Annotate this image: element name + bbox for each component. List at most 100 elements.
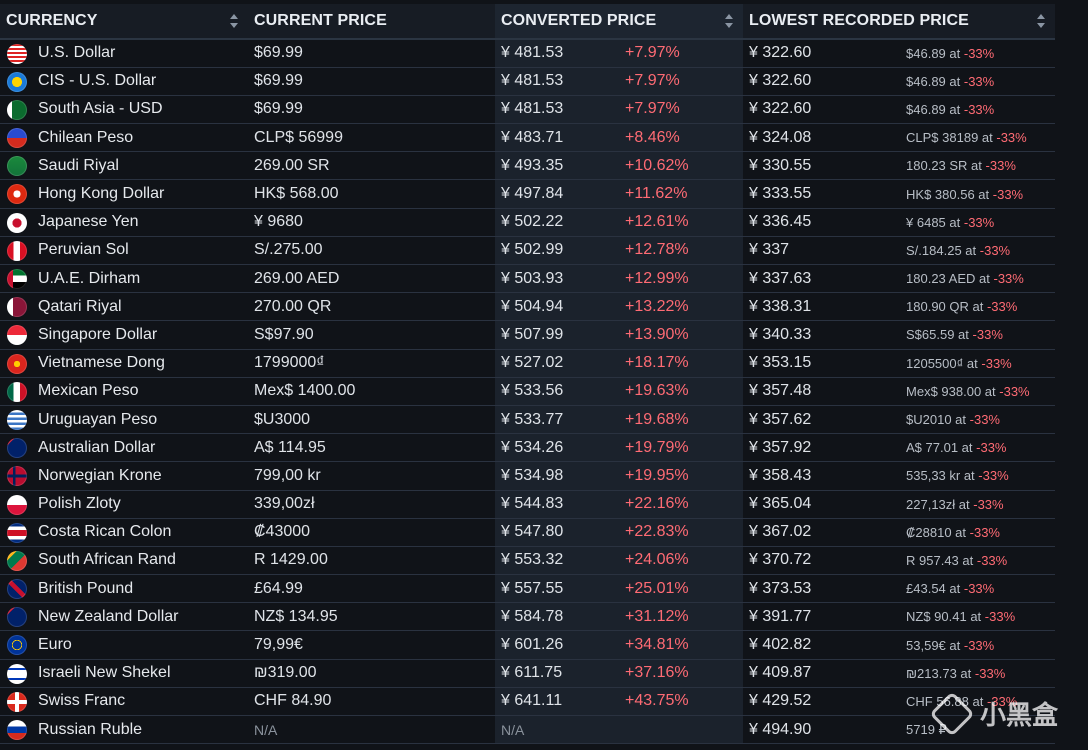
current-price-column-label: CURRENT PRICE	[254, 12, 387, 29]
lowest-detail-cell: S$65.59 at -33%	[900, 320, 1056, 350]
table-row[interactable]: Israeli New Shekel ₪319.00 ¥ 611.75 +37.…	[0, 659, 1056, 688]
current-price-cell: £64.99	[248, 574, 495, 604]
lowest-detail-text: ₪213.73 at	[906, 665, 972, 681]
lowest-discount-text: -33%	[976, 440, 1007, 456]
current-price-cell: 269.00 SR	[248, 151, 495, 181]
current-price-column-header[interactable]: CURRENT PRICE	[248, 4, 495, 40]
table-row[interactable]: Qatari Riyal 270.00 QR ¥ 504.94 +13.22% …	[0, 292, 1056, 322]
currency-cell: New Zealand Dollar	[0, 602, 248, 632]
lowest-detail-text: S$65.59 at	[906, 327, 969, 343]
lowest-discount-text: -33%	[969, 412, 1000, 428]
table-row[interactable]: Russian Ruble N/A N/A ¥ 494.90 5719 ₽	[0, 715, 1056, 745]
lowest-detail-text: R 957.43 at	[906, 552, 974, 568]
flag-sg-icon	[7, 325, 27, 346]
price-diff-cell: +12.99%	[619, 264, 744, 294]
currency-cell: Chilean Peso	[0, 123, 248, 153]
current-price-cell: $69.99	[248, 95, 495, 125]
table-row[interactable]: New Zealand Dollar NZ$ 134.95 ¥ 584.78 +…	[0, 602, 1056, 632]
price-diff-cell: +19.79%	[619, 433, 744, 463]
lowest-detail-text: 535,33 kr at	[906, 468, 975, 484]
table-row[interactable]: CIS - U.S. Dollar $69.99 ¥ 481.53 +7.97%…	[0, 67, 1056, 96]
lowest-discount-text: -33%	[996, 130, 1027, 146]
price-diff-cell: +24.06%	[619, 546, 744, 576]
currency-name: CIS - U.S. Dollar	[38, 72, 157, 90]
price-diff-cell: +34.81%	[619, 630, 744, 660]
lowest-price-cell: ¥ 337	[743, 236, 901, 266]
currency-column-header[interactable]: CURRENCY	[0, 4, 248, 40]
table-row[interactable]: Swiss Franc CHF 84.90 ¥ 641.11 +43.75% ¥…	[0, 687, 1056, 717]
price-diff-cell: +22.83%	[619, 518, 744, 547]
price-diff-cell: +13.22%	[619, 292, 744, 322]
currency-name: Australian Dollar	[38, 438, 156, 456]
currency-cell: Vietnamese Dong	[0, 349, 248, 378]
table-row[interactable]: Euro 79,99€ ¥ 601.26 +34.81% ¥ 402.82 53…	[0, 630, 1056, 660]
current-price-cell: $69.99	[248, 39, 495, 68]
current-price-cell: Mex$ 1400.00	[248, 377, 495, 406]
currency-cell: South Asia - USD	[0, 95, 248, 125]
converted-price-column-header[interactable]: CONVERTED PRICE	[495, 4, 744, 40]
converted-price-cell: ¥ 504.94	[495, 292, 619, 322]
table-header-row: CURRENCY CURRENT PRICE CONVERTED PRICE L…	[0, 4, 1056, 40]
price-diff-cell: +7.97%	[619, 67, 744, 96]
converted-price-cell: ¥ 584.78	[495, 602, 619, 632]
flag-sa-icon	[7, 156, 27, 177]
table-row[interactable]: British Pound £64.99 ¥ 557.55 +25.01% ¥ …	[0, 574, 1056, 604]
sort-icon[interactable]	[1037, 14, 1046, 28]
current-price-cell: 1799000₫	[248, 349, 495, 378]
lowest-detail-cell: £43.54 at -33%	[900, 574, 1056, 604]
current-price-cell: R 1429.00	[248, 546, 495, 576]
currency-cell: Saudi Riyal	[0, 151, 248, 181]
lowest-price-cell: ¥ 322.60	[743, 95, 901, 125]
currency-cell: Japanese Yen	[0, 208, 248, 237]
table-row[interactable]: Japanese Yen ¥ 9680 ¥ 502.22 +12.61% ¥ 3…	[0, 208, 1056, 237]
table-row[interactable]: Mexican Peso Mex$ 1400.00 ¥ 533.56 +19.6…	[0, 377, 1056, 406]
table-row[interactable]: Uruguayan Peso $U3000 ¥ 533.77 +19.68% ¥…	[0, 405, 1056, 435]
table-row[interactable]: South African Rand R 1429.00 ¥ 553.32 +2…	[0, 546, 1056, 576]
sort-icon[interactable]	[230, 14, 238, 28]
table-row[interactable]: Hong Kong Dollar HK$ 568.00 ¥ 497.84 +11…	[0, 179, 1056, 209]
lowest-detail-cell: $46.89 at -33%	[900, 67, 1056, 96]
currency-name: Hong Kong Dollar	[38, 185, 165, 203]
lowest-discount-text: -33%	[972, 327, 1003, 343]
currency-cell: Hong Kong Dollar	[0, 179, 248, 209]
price-diff-cell: +7.97%	[619, 95, 744, 125]
table-row[interactable]: Vietnamese Dong 1799000₫ ¥ 527.02 +18.17…	[0, 349, 1056, 378]
flag-cl-icon	[7, 128, 27, 149]
lowest-recorded-column-header[interactable]: LOWEST RECORDED PRICE	[743, 4, 1056, 40]
table-row[interactable]: South Asia - USD $69.99 ¥ 481.53 +7.97% …	[0, 95, 1056, 125]
converted-price-cell: ¥ 527.02	[495, 349, 619, 378]
flag-ae-icon	[7, 269, 27, 289]
lowest-detail-text: 5719 ₽	[906, 721, 947, 737]
price-diff-cell: +25.01%	[619, 574, 744, 604]
lowest-price-cell: ¥ 367.02	[743, 518, 901, 547]
table-row[interactable]: Singapore Dollar S$97.90 ¥ 507.99 +13.90…	[0, 320, 1056, 350]
lowest-price-cell: ¥ 336.45	[743, 208, 901, 237]
current-price-cell: $69.99	[248, 67, 495, 96]
lowest-detail-text: 53,59€ at	[906, 637, 961, 653]
watermark-text: 小黑盒	[979, 700, 1058, 730]
sort-icon[interactable]	[725, 14, 734, 28]
price-diff-cell: +19.95%	[619, 461, 744, 491]
currency-name: New Zealand Dollar	[38, 607, 179, 625]
lowest-detail-text: 1205500₫ at	[906, 355, 978, 371]
table-row[interactable]: U.S. Dollar $69.99 ¥ 481.53 +7.97% ¥ 322…	[0, 39, 1056, 68]
converted-price-cell: ¥ 503.93	[495, 264, 619, 294]
table-row[interactable]: Chilean Peso CLP$ 56999 ¥ 483.71 +8.46% …	[0, 123, 1056, 153]
table-row[interactable]: Polish Zloty 339,00zł ¥ 544.83 +22.16% ¥…	[0, 490, 1056, 519]
price-diff-cell: +12.78%	[619, 236, 744, 266]
table-row[interactable]: Australian Dollar A$ 114.95 ¥ 534.26 +19…	[0, 433, 1056, 463]
converted-price-cell: ¥ 601.26	[495, 630, 619, 660]
table-row[interactable]: Peruvian Sol S/.275.00 ¥ 502.99 +12.78% …	[0, 236, 1056, 266]
current-price-cell: N/A	[248, 715, 495, 745]
table-row[interactable]: Saudi Riyal 269.00 SR ¥ 493.35 +10.62% ¥…	[0, 151, 1056, 181]
table-row[interactable]: Costa Rican Colon ₡43000 ¥ 547.80 +22.83…	[0, 518, 1056, 547]
table-row[interactable]: Norwegian Krone 799,00 kr ¥ 534.98 +19.9…	[0, 461, 1056, 491]
price-diff-cell: +31.12%	[619, 602, 744, 632]
converted-price-cell: ¥ 493.35	[495, 151, 619, 181]
currency-cell: British Pound	[0, 574, 248, 604]
table-row[interactable]: U.A.E. Dirham 269.00 AED ¥ 503.93 +12.99…	[0, 264, 1056, 294]
lowest-detail-cell: $46.89 at -33%	[900, 95, 1056, 125]
currency-cell: U.A.E. Dirham	[0, 264, 248, 294]
lowest-detail-cell: S/.184.25 at -33%	[900, 236, 1056, 266]
